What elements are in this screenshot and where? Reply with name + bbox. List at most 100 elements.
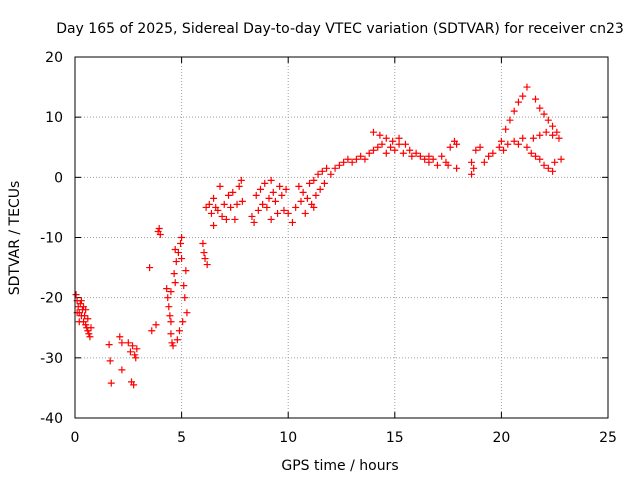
data-point [252, 191, 260, 199]
x-tick-label: 15 [386, 430, 404, 446]
data-point [179, 318, 187, 326]
data-point [502, 125, 510, 133]
data-point [235, 182, 243, 190]
data-point [406, 146, 414, 154]
data-point [523, 83, 531, 91]
data-point [180, 282, 188, 290]
data-point [519, 92, 527, 100]
data-point [201, 255, 209, 263]
data-point [421, 155, 429, 163]
data-point [514, 98, 522, 106]
data-point [416, 152, 424, 160]
data-point [344, 155, 352, 163]
data-point [265, 194, 273, 202]
data-point [497, 137, 505, 145]
chart-title: Day 165 of 2025, Sidereal Day-to-day VTE… [56, 21, 624, 37]
data-point [365, 149, 373, 157]
y-tick-label: 20 [45, 50, 63, 66]
data-point [250, 218, 258, 226]
data-point [429, 155, 437, 163]
data-point [536, 131, 544, 139]
data-point [238, 197, 246, 205]
data-point [146, 264, 154, 272]
data-point [389, 137, 397, 145]
data-marks [72, 83, 565, 389]
data-point [202, 203, 210, 211]
data-point [395, 134, 403, 142]
data-point [529, 134, 537, 142]
data-point [256, 185, 264, 193]
data-point [470, 164, 478, 172]
data-point [504, 140, 512, 148]
data-point [132, 354, 140, 362]
y-tick-label: 10 [45, 110, 63, 126]
data-point [340, 158, 348, 166]
data-point [527, 149, 535, 157]
data-point [231, 215, 239, 223]
y-tick-label: -10 [40, 231, 63, 247]
data-point [203, 261, 211, 269]
data-point [316, 185, 324, 193]
data-point [181, 294, 189, 302]
data-point [218, 212, 226, 220]
data-point [433, 161, 441, 169]
data-point [274, 209, 282, 217]
grid-lines [75, 57, 608, 418]
x-axis-label: GPS time / hours [281, 458, 398, 474]
data-point [168, 339, 176, 347]
data-point [292, 203, 300, 211]
data-point [506, 116, 514, 124]
data-point [105, 341, 113, 349]
data-point [118, 366, 126, 374]
data-point [173, 336, 181, 344]
data-point [227, 203, 235, 211]
data-point [170, 270, 178, 278]
data-point [85, 330, 93, 338]
data-point [489, 149, 497, 157]
data-point [155, 224, 163, 232]
data-point [130, 381, 138, 389]
data-point [72, 291, 80, 299]
x-tick-label: 5 [177, 430, 186, 446]
data-point [248, 212, 256, 220]
data-point [177, 240, 185, 248]
data-point [288, 218, 296, 226]
data-point [549, 122, 557, 130]
data-point [369, 146, 377, 154]
data-point [327, 170, 335, 178]
data-point [480, 158, 488, 166]
data-point [382, 149, 390, 157]
data-point [222, 215, 230, 223]
data-point [165, 303, 173, 311]
data-point [220, 200, 228, 208]
data-point [183, 309, 191, 317]
data-point [233, 200, 241, 208]
data-point [163, 285, 171, 293]
data-point [237, 176, 245, 184]
data-point [171, 246, 179, 254]
data-point [284, 209, 292, 217]
data-point [532, 152, 540, 160]
y-tick-label: -40 [40, 411, 63, 427]
data-point [214, 206, 222, 214]
data-point [532, 95, 540, 103]
data-point [200, 249, 208, 257]
data-point [129, 342, 137, 350]
data-point [310, 203, 318, 211]
data-point [297, 197, 305, 205]
data-point [412, 149, 420, 157]
data-point [77, 297, 85, 305]
data-point [318, 167, 326, 175]
data-point [387, 143, 395, 151]
data-point [352, 155, 360, 163]
data-point [271, 197, 279, 205]
data-point [323, 164, 331, 172]
data-point [395, 140, 403, 148]
data-point [399, 149, 407, 157]
data-point [557, 155, 565, 163]
data-point [182, 267, 190, 275]
data-point [167, 330, 175, 338]
data-point [126, 348, 134, 356]
data-point [438, 152, 446, 160]
data-point [361, 155, 369, 163]
